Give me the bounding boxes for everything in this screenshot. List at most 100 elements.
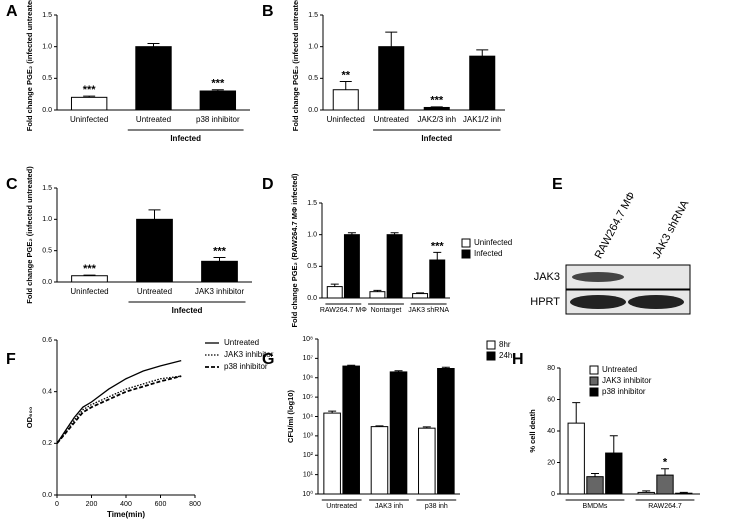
x-tick-label: 400 [120,501,132,508]
y-tick-label: 40 [547,428,555,435]
bar [70,96,108,111]
error-bar [83,95,96,98]
error-bar [433,251,442,260]
y-tick-label: 60 [547,396,555,403]
y-tick-label: 0.0 [42,279,52,286]
bar [326,286,343,299]
y-axis-label: OD₆₀₀ [25,407,34,428]
error-bar [390,232,399,235]
y-tick-label: 10⁵ [302,394,313,401]
panel-letter: H [512,351,524,368]
y-tick-label: 10² [303,452,314,459]
lane-label: JAK3 shRNA [651,198,692,261]
y-tick-label: 1.5 [42,185,52,192]
bar [378,46,405,111]
error-bar [213,257,226,262]
error-bar [83,274,96,276]
bar [369,291,386,299]
x-tick-label: Untreated [137,287,172,296]
panel-letter: E [552,176,563,193]
error-bar [375,425,384,427]
legend-label: JAK3 inhibitor [224,350,274,359]
bar [586,476,604,495]
bar [605,452,623,495]
y-tick-label: 1.0 [308,44,318,51]
y-tick-label: 1.5 [42,12,52,19]
group-label: Infected [170,134,201,143]
y-tick-label: 0 [551,491,555,498]
x-tick-label: JAK2/3 inh [417,115,456,124]
bar [437,368,455,495]
line-series [56,360,182,444]
x-tick-label: p38 inh [425,503,448,510]
error-bar [211,89,224,91]
significance: *** [211,78,225,90]
y-tick-label: 0.6 [42,337,52,344]
error-bar [416,292,425,294]
error-bar [394,370,403,372]
y-tick-label: 1.0 [42,216,52,223]
y-tick-label: 0.0 [307,295,317,302]
y-tick-label: 1.5 [308,12,318,19]
blot-band [572,272,624,282]
lane-label: RAW264.7 MΦ [593,190,638,261]
group-label: Infected [172,306,203,315]
legend-label: Uninfected [474,238,512,247]
error-bar [679,491,688,494]
x-tick-label: Uninfected [327,115,365,124]
legend-swatch [486,340,496,350]
legend-label: p38 inhibitor [602,387,646,396]
y-axis-label: % cell death [528,409,537,453]
y-tick-label: 10¹ [303,471,314,478]
y-tick-label: 1.5 [307,200,317,207]
y-tick-label: 0.5 [308,75,318,82]
error-bar [422,426,431,429]
x-tick-label: JAK3 inh [375,503,403,510]
x-tick-label: JAK3 shRNA [408,307,449,314]
x-tick-label: JAK1/2 inh [463,115,502,124]
bar [675,492,693,495]
y-axis-label: Fold change PGE₂ (infected untreated) [25,0,34,131]
error-bar [385,31,398,47]
y-tick-label: 0.5 [42,75,52,82]
x-tick-label: RAW264.7 [648,503,682,510]
group-label: Infected [421,134,452,143]
x-tick-label: Nontarget [371,307,402,314]
legend-swatch [461,238,471,248]
bar [323,412,341,495]
y-tick-label: 0.2 [42,440,52,447]
bar [136,218,173,283]
legend-swatch [589,387,599,397]
significance: ** [341,69,350,81]
panel-letter: B [262,3,274,20]
y-tick-label: 10⁰ [302,490,313,498]
legend-label: JAK3 inhibitor [602,376,652,385]
row-label: JAK3 [534,271,560,283]
y-axis-label: CFU/ml (log10) [286,390,295,443]
legend-label: Untreated [602,365,637,374]
y-tick-label: 0.5 [307,263,317,270]
error-bar [430,106,443,108]
y-tick-label: 1.0 [307,232,317,239]
bar [386,234,403,299]
bar [389,371,408,495]
legend-label: 8hr [499,340,511,349]
x-tick-label: Untreated [374,115,409,124]
panel-letter: F [6,351,16,368]
significance: *** [431,240,445,252]
error-bar [441,366,450,369]
x-tick-label: RAW264.7 MΦ [320,307,367,314]
error-bar [347,232,356,235]
error-bar [147,43,160,47]
significance: *** [83,84,97,96]
y-tick-label: 80 [547,365,555,372]
bar [412,293,429,299]
x-tick-label: BMDMs [583,503,608,510]
error-bar [373,289,382,292]
bar [567,422,585,495]
bar [343,234,360,299]
y-tick-label: 0.0 [42,492,52,499]
legend-label: p38 inhibitor [224,362,268,371]
